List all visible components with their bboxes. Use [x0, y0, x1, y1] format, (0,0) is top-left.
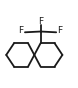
Text: F: F — [18, 26, 24, 35]
Text: F: F — [38, 17, 43, 26]
Text: F: F — [57, 26, 63, 35]
